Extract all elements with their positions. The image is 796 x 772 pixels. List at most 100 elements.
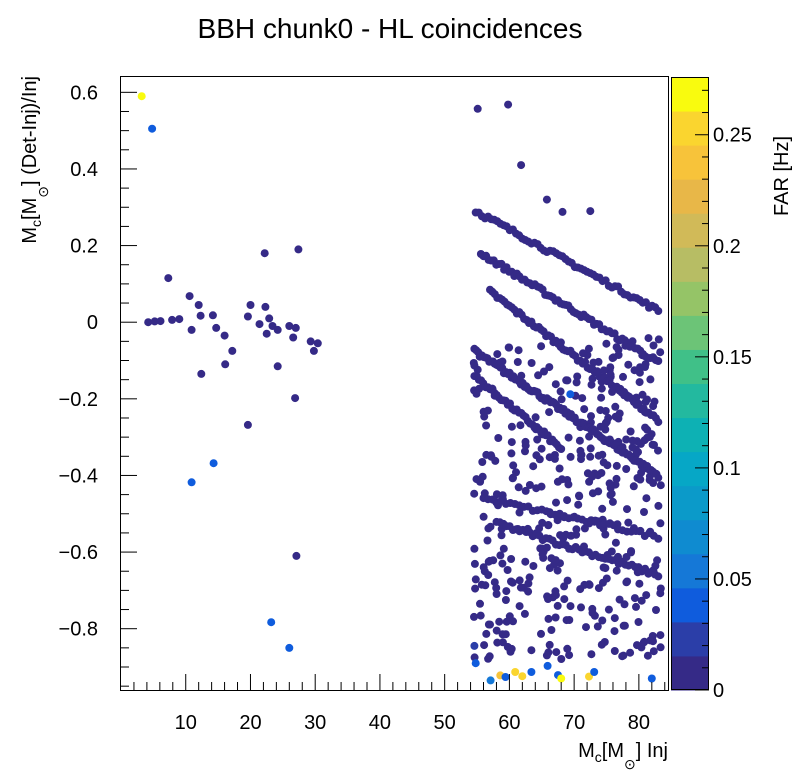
scatter-point xyxy=(520,609,529,618)
scatter-point xyxy=(476,611,485,620)
scatter-point xyxy=(477,580,486,589)
scatter-point xyxy=(507,644,516,653)
scatter-point xyxy=(565,651,574,660)
scatter-point xyxy=(557,445,566,453)
scatter-point xyxy=(137,92,146,101)
y-tick-label: −0.2 xyxy=(59,389,98,411)
scatter-point xyxy=(501,630,510,639)
scatter-point xyxy=(562,616,571,625)
scatter-point xyxy=(575,492,584,501)
scatter-point xyxy=(585,672,593,681)
scatter-point xyxy=(610,614,619,623)
scatter-point xyxy=(471,659,480,668)
scatter-point xyxy=(629,482,638,491)
scatter-point xyxy=(537,482,546,491)
scatter-point xyxy=(502,587,511,596)
scatter-point xyxy=(586,452,595,461)
colorbar-segment xyxy=(671,111,709,146)
scatter-point xyxy=(584,344,593,353)
scatter-point xyxy=(485,652,494,661)
scatter-point xyxy=(291,394,300,403)
scatter-point xyxy=(544,521,553,529)
scatter-point xyxy=(494,434,503,442)
scatter-point xyxy=(535,524,544,533)
x-tick-label: 40 xyxy=(369,712,391,734)
scatter-point xyxy=(507,449,516,458)
scatter-point xyxy=(624,360,633,369)
scatter-point xyxy=(566,602,575,611)
scatter-point xyxy=(521,486,530,495)
y-tick-label: −0.4 xyxy=(59,465,98,487)
scatter-point xyxy=(587,380,596,389)
x-tick-label: 10 xyxy=(175,712,197,734)
scatter-point xyxy=(538,550,547,559)
scatter-point xyxy=(492,626,501,635)
scatter-point xyxy=(150,317,159,326)
scatter-point xyxy=(501,673,510,681)
scatter-point xyxy=(656,643,665,652)
scatter-point xyxy=(507,555,516,563)
colorbar-segment xyxy=(671,349,709,384)
colorbar-segment xyxy=(671,315,709,350)
x-axis-title-rest: ] Inj xyxy=(636,740,668,762)
colorbar-title: FAR [Hz] xyxy=(771,136,793,216)
scatter-point xyxy=(656,519,665,528)
scatter-point xyxy=(521,441,530,450)
scatter-point xyxy=(636,475,645,484)
scatter-point xyxy=(483,536,492,545)
scatter-point xyxy=(588,472,597,481)
scatter-point xyxy=(267,618,276,627)
scatter-point xyxy=(552,648,561,657)
scatter-point xyxy=(636,439,645,448)
scatter-point xyxy=(590,668,599,676)
scatter-point xyxy=(507,422,516,431)
scatter-point xyxy=(641,397,650,406)
scatter-point xyxy=(654,335,663,344)
scatter-point xyxy=(513,358,522,366)
scatter-point xyxy=(471,575,480,584)
scatter-point xyxy=(573,372,582,381)
scatter-point xyxy=(507,438,516,447)
scatter-point xyxy=(578,394,587,403)
scatter-point xyxy=(493,350,502,359)
scatter-point xyxy=(643,425,652,434)
scatter-point xyxy=(594,584,603,593)
scatter-point xyxy=(518,672,527,681)
scatter-point xyxy=(639,638,648,647)
scatter-point xyxy=(626,427,635,436)
scatter-point xyxy=(587,412,595,421)
scatter-point xyxy=(610,627,619,636)
scatter-point xyxy=(588,374,597,383)
scatter-point xyxy=(589,358,598,367)
scatter-point xyxy=(563,644,572,653)
scatter-point xyxy=(262,329,271,338)
scatter-point xyxy=(543,661,552,670)
scatter-point xyxy=(612,474,621,483)
scatter-point xyxy=(566,390,575,399)
scatter-point xyxy=(622,465,631,473)
scatter-point xyxy=(649,341,658,350)
scatter-point xyxy=(243,312,252,321)
y-tick-label: −0.8 xyxy=(59,619,98,641)
colorbar-frame xyxy=(671,77,709,690)
scatter-point xyxy=(492,584,501,592)
scatter-point xyxy=(194,301,203,309)
scatter-point xyxy=(599,366,608,375)
scatter-point xyxy=(521,557,530,566)
scatter-point xyxy=(594,487,603,496)
y-tick-label: −0.6 xyxy=(59,542,98,564)
scatter-point xyxy=(479,512,488,521)
scatter-point xyxy=(164,274,173,283)
scatter-point xyxy=(650,441,658,449)
scatter-point xyxy=(646,375,655,384)
scatter-point xyxy=(564,480,573,489)
scatter-point xyxy=(509,461,518,470)
scatter-point xyxy=(638,390,647,399)
scatter-point xyxy=(273,325,282,334)
scatter-point xyxy=(645,432,654,441)
scatter-point xyxy=(545,363,554,372)
colorbar-segment xyxy=(671,553,709,589)
scatter-point xyxy=(511,668,520,676)
scatter-point xyxy=(640,508,648,516)
